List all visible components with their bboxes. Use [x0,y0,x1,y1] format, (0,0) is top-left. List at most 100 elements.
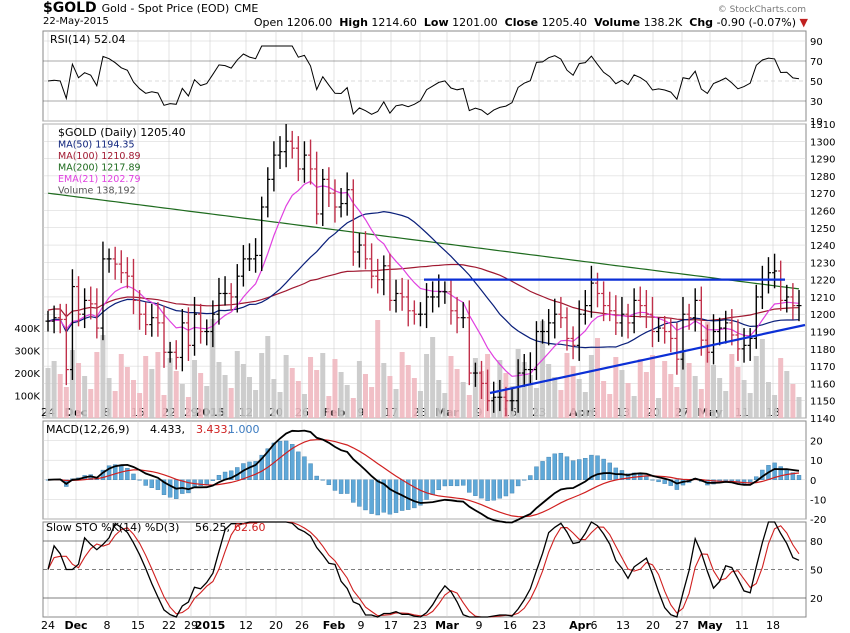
volume-bar [784,371,790,418]
macd-histogram-bar [625,473,631,480]
x-tick-label-bottom: 22 [162,619,176,632]
price-tick-label: 1270 [810,189,835,200]
volume-bar [308,357,314,418]
volume-bar [143,356,149,418]
volume-bar [698,389,704,418]
macd-histogram-bar [161,479,167,495]
x-tick-label-bottom: 6 [591,619,598,632]
volume-bar [540,321,546,418]
volume-bar [234,351,240,418]
volume-bar [167,358,173,418]
volume-bar [344,385,350,418]
macd-histogram-bar [479,479,484,499]
macd-histogram-bar [650,479,655,481]
rsi-tick-label: 70 [810,57,823,68]
macd-histogram-bar [375,479,380,516]
volume-bar [625,383,631,418]
macd-histogram-bar [210,479,216,481]
ma200-line [47,192,800,290]
macd-histogram-bar [589,454,594,481]
volume-bar [130,380,136,418]
x-tick-label: 6 [591,406,598,419]
volume-bar [778,358,784,418]
symbol-title: $GOLD Gold - Spot Price (EOD) CME [43,0,258,16]
volume-bar [674,387,680,418]
volume-bar [472,358,478,418]
volume-bar [301,394,307,418]
macd-histogram-bar [656,479,661,483]
volume-bar [369,387,375,418]
volume-legend: Volume 138,192 [58,186,136,197]
volume-bar [741,380,747,418]
volume-bar [124,367,130,418]
chart-date: 22-May-2015 [43,16,109,27]
x-tick-label-bottom: 29 [184,619,198,632]
macd-histogram-bar [326,479,332,486]
low-value: 1201.00 [452,16,498,29]
sto-k-line [47,521,800,618]
volume-bar [362,374,368,418]
volume-bar [668,374,674,418]
x-tick-label-bottom: 15 [131,619,145,632]
price-tick-label: 1310 [810,120,835,131]
volume-bar [417,391,423,418]
price-tick-label: 1300 [810,137,835,148]
price-tick-label: 1230 [810,258,835,269]
volume-bar [216,362,222,418]
volume-bar [185,397,191,418]
x-tick-label-bottom: 23 [413,619,427,632]
volume-bar [106,378,112,418]
volume-bar [637,359,643,418]
macd-histogram-bar [424,479,429,500]
description: Gold - Spot Price (EOD) [101,2,230,15]
price-tick-label: 1220 [810,276,835,287]
volume-bar [704,322,710,418]
macd-histogram-bar [491,479,496,501]
close-value: 1205.40 [541,16,588,29]
macd-histogram-bar [302,456,307,480]
macd-tick-label: 10 [810,456,823,467]
volume-tick-label: 200K [14,369,40,380]
price-tick-label: 1200 [810,310,835,321]
macd-histogram-bar [363,479,368,511]
macd-histogram-bar [485,479,490,501]
macd-histogram-bar [662,479,667,484]
macd-histogram-bar [528,475,533,480]
volume-bar [155,352,161,418]
volume-bar [198,373,204,418]
macd-legend-signal: 3.433, [196,423,231,436]
macd-histogram-bar [332,479,338,491]
volume-bar [350,398,356,418]
volume-bar [51,361,57,418]
macd-histogram-bar [290,444,295,480]
support-trendline [489,323,806,395]
macd-histogram-bar [216,475,222,481]
volume-bar [772,395,778,418]
x-tick-label-bottom: 18 [766,619,780,632]
macd-tick-label: 20 [810,437,823,448]
macd-histogram-bar [418,479,423,506]
volume-bar [662,361,668,418]
volume-bar [595,338,601,418]
macd-tick-label: -10 [810,495,826,506]
sto-legend-k: 56.25, [195,521,230,534]
volume-bar [314,370,320,418]
macd-histogram-bar [460,479,466,486]
volume-bar [643,372,649,418]
price-legend: $GOLD (Daily) 1205.40 [58,126,186,139]
volume-bar [283,355,289,418]
ema21-line [47,180,800,377]
x-tick-label-bottom: 12 [239,619,253,632]
macd-histogram-bar [344,479,350,494]
volume-bar [210,319,216,418]
x-tick-label-bottom: 26 [295,619,309,632]
rsi-tick-label: 90 [810,37,823,48]
volume-bar [222,375,228,418]
price-tick-label: 1260 [810,206,835,217]
high-value: 1214.60 [371,16,417,29]
macd-histogram-bar [436,479,441,491]
volume-bar [137,393,143,418]
volume-bar [448,356,454,418]
macd-histogram-bar [198,479,203,486]
